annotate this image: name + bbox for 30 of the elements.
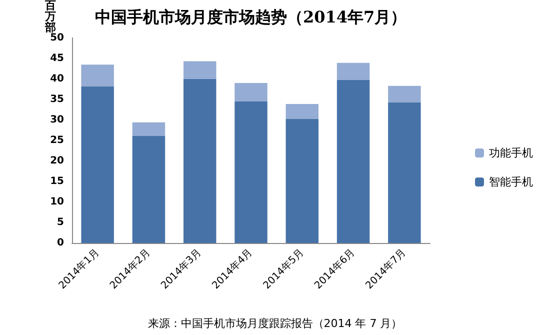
y-tick-label: 5 [57, 216, 64, 228]
bar [286, 118, 319, 243]
y-tick-label: 30 [50, 114, 64, 126]
legend-label: 功能手机 [489, 146, 533, 160]
bar [336, 80, 370, 243]
legend-label: 智能手机 [489, 176, 533, 188]
y-tick-label: 25 [50, 134, 64, 146]
y-tick-label: 45 [50, 52, 64, 64]
y-tick-label: 0 [57, 238, 64, 248]
y-tick-label: 35 [50, 94, 64, 105]
y-tick-label: 50 [50, 32, 64, 44]
y-tick-label: 15 [50, 176, 64, 187]
bar [183, 78, 216, 243]
y-tick-label: 40 [50, 73, 64, 84]
bar [234, 101, 268, 243]
bar [132, 136, 166, 243]
bar [81, 64, 114, 86]
chart-title: 中国手机市场月度市场趋势（2014年7月） [95, 8, 407, 26]
bar [336, 62, 370, 80]
bar [81, 86, 114, 243]
y-axis-title: 百万部 [44, 0, 56, 34]
bar [388, 86, 421, 102]
y-tick-label: 20 [50, 155, 64, 166]
bar [234, 83, 268, 102]
bar [388, 102, 421, 243]
source-note: 来源：中国手机市场月度跟踪报告（2014 年 7 月） [148, 317, 402, 330]
bar [183, 61, 216, 79]
bar [132, 122, 166, 136]
y-tick-label: 10 [50, 196, 64, 208]
bar [286, 104, 319, 119]
